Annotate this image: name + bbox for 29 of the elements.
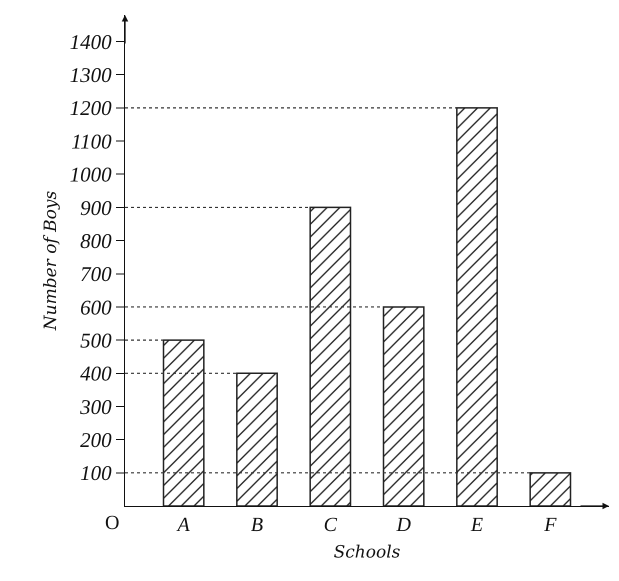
text: O	[105, 512, 120, 534]
y-tick-label: 300	[79, 394, 112, 419]
bar	[236, 372, 278, 506]
x-tick-label: E	[470, 514, 484, 536]
y-tick-label: 1000	[70, 162, 112, 187]
x-tick-label: D	[395, 514, 412, 536]
bar	[382, 306, 425, 506]
x-tick-label: F	[543, 514, 558, 536]
y-tick-label: 1300	[70, 63, 112, 88]
x-tick-label: B	[250, 514, 264, 536]
y-tick-label: 1100	[71, 129, 112, 154]
y-axis-title: Number of Boys	[41, 190, 62, 332]
y-tick-label: 800	[80, 228, 112, 253]
y-tick-label: 900	[80, 196, 112, 220]
y-tick-label: 700	[80, 262, 112, 286]
bar	[456, 107, 498, 506]
y-tick-label: 200	[80, 428, 112, 452]
bar	[309, 206, 352, 506]
x-tick-label: A	[176, 514, 191, 536]
y-tick-label: 100	[80, 461, 112, 486]
bar	[529, 472, 572, 506]
y-tick-label: 400	[80, 362, 112, 386]
x-tick-label: C	[324, 514, 338, 536]
bar	[162, 339, 205, 506]
y-tick-label: 1400	[70, 30, 112, 54]
y-tick-label: 500	[80, 328, 112, 352]
y-tick-label: 600	[80, 295, 112, 320]
x-axis-title: Schools	[334, 542, 401, 563]
y-tick-label: 1200	[70, 96, 112, 120]
